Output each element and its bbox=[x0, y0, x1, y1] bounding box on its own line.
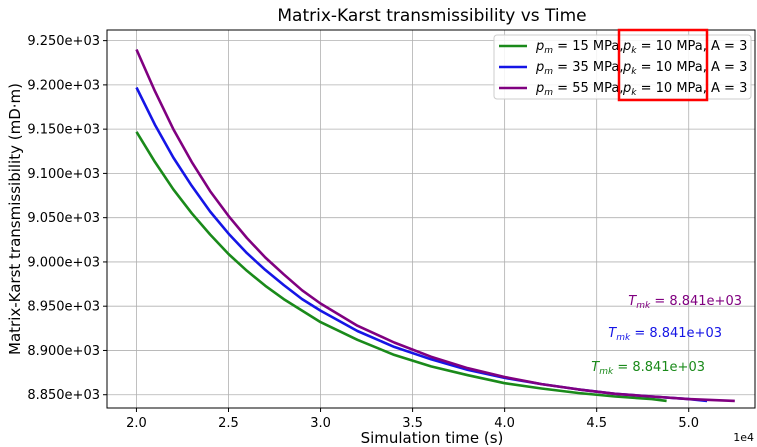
series-line-3 bbox=[135, 48, 735, 403]
x-tick-label: 4.5 bbox=[586, 416, 607, 431]
y-axis-label: Matrix-Karst transmissibility (mD·m) bbox=[6, 83, 24, 355]
y-tick-label: 8.850e+03 bbox=[27, 388, 100, 403]
y-axis-ticks: 8.850e+03 8.900e+03 8.950e+03 9.000e+03 9.05… bbox=[27, 34, 107, 403]
x-tick-label: 2.5 bbox=[218, 416, 239, 431]
annotation-tmk: Tmk = 8.841e+03 bbox=[591, 360, 705, 377]
highlight-box bbox=[617, 28, 709, 102]
legend-entry: pm = 35 MPa, pk = 10 MPa, A = 3 bbox=[535, 60, 747, 77]
grid-lines bbox=[107, 30, 755, 408]
y-tick-label: 9.050e+03 bbox=[27, 211, 100, 226]
x-tick-label: 5.0 bbox=[678, 416, 699, 431]
x-tick-label: 4.0 bbox=[494, 416, 515, 431]
y-tick-label: 9.200e+03 bbox=[27, 78, 100, 93]
y-tick-label: 8.950e+03 bbox=[27, 300, 100, 315]
x-axis-offset-label: 1e4 bbox=[733, 431, 754, 444]
y-tick-label: 9.150e+03 bbox=[27, 123, 100, 138]
x-tick-label: 2.0 bbox=[126, 416, 147, 431]
annotation-tmk: Tmk = 8.841e+03 bbox=[608, 326, 722, 343]
series-line-1 bbox=[135, 131, 667, 403]
legend-entry: pm = 55 MPa, pk = 10 MPa, A = 3 bbox=[535, 81, 747, 98]
chart-title: Matrix-Karst transmissibility vs Time bbox=[277, 6, 586, 26]
x-tick-label: 3.5 bbox=[402, 416, 423, 431]
x-axis-ticks: 2.0 2.5 3.0 3.5 4.0 4.5 5.0 bbox=[126, 408, 699, 431]
plot-frame bbox=[106, 29, 756, 409]
series-lines bbox=[135, 48, 735, 403]
legend: pm = 15 MPa, pk = 10 MPa, A = 3 pm = 35 M… bbox=[493, 34, 752, 100]
annotations: Tmk = 8.841e+03 Tmk = 8.841e+03 Tmk = 8.84… bbox=[591, 294, 742, 377]
annotation-tmk: Tmk = 8.841e+03 bbox=[628, 294, 742, 311]
y-tick-label: 9.250e+03 bbox=[27, 34, 100, 49]
legend-entry: pm = 15 MPa, pk = 10 MPa, A = 3 bbox=[535, 39, 747, 56]
x-tick-label: 3.0 bbox=[310, 416, 331, 431]
y-tick-label: 8.900e+03 bbox=[27, 344, 100, 359]
y-tick-label: 9.100e+03 bbox=[27, 167, 100, 182]
x-axis-label: Simulation time (s) bbox=[361, 429, 504, 447]
y-tick-label: 9.000e+03 bbox=[27, 255, 100, 270]
